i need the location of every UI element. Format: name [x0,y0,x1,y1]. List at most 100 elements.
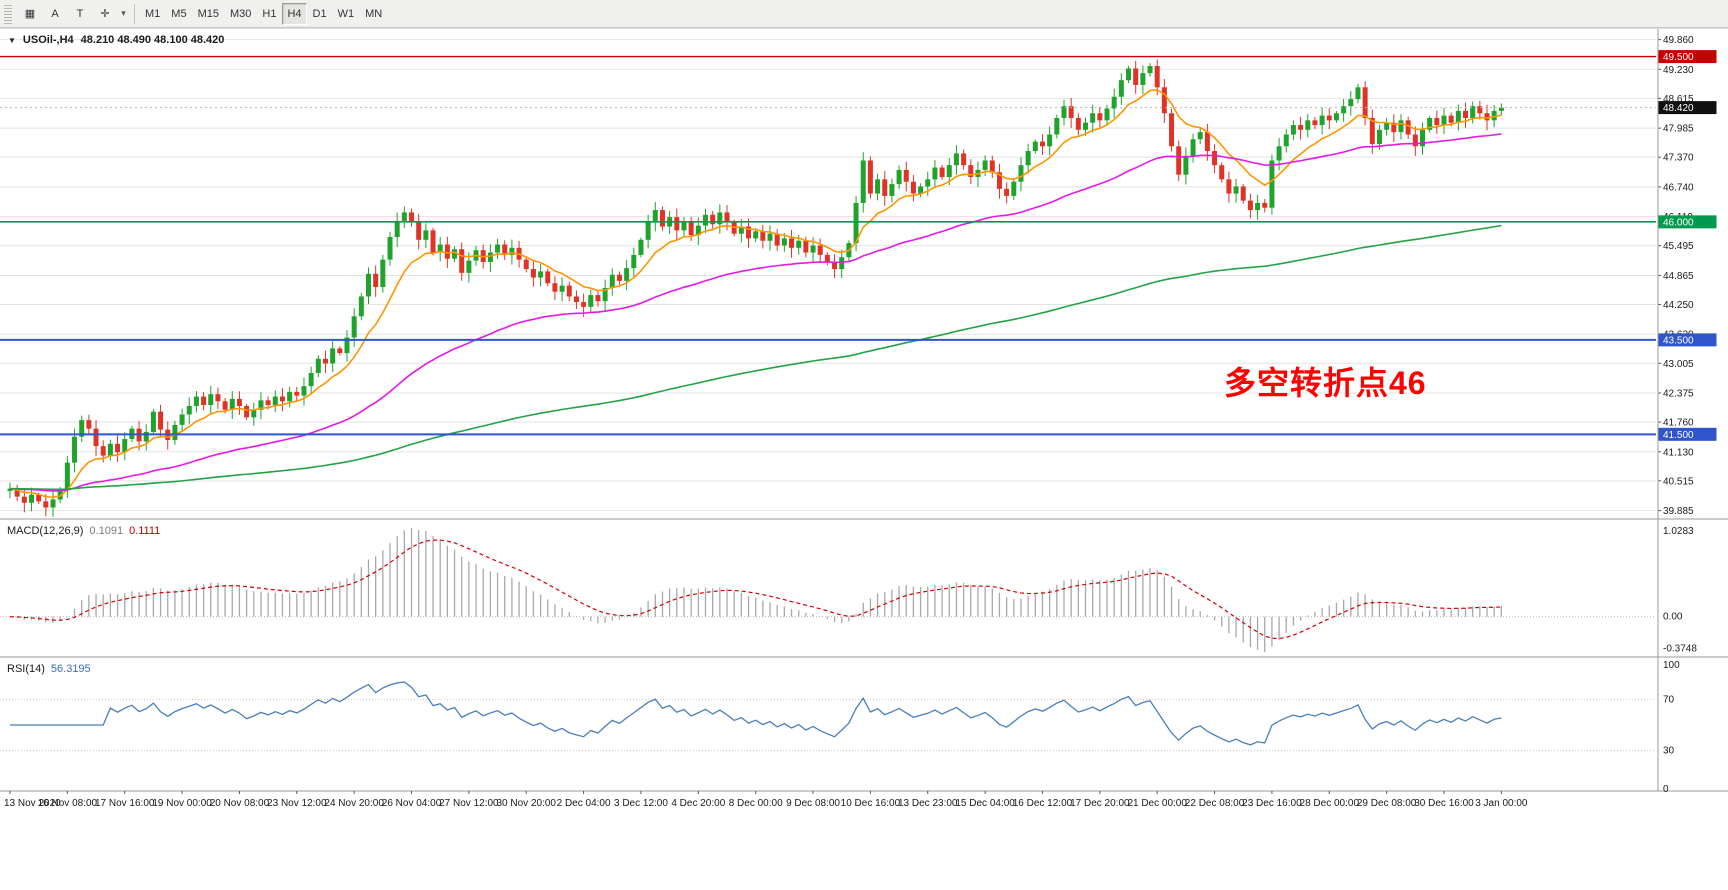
candle-body [150,411,156,432]
timeframe-button-h4[interactable]: H4 [282,2,307,25]
macd-indicator-name: MACD(12,26,9) [7,525,84,537]
candle-body [301,386,307,396]
time-axis-label: 22 Dec 08:00 [1185,798,1245,809]
timeframe-button-m30[interactable]: M30 [225,3,256,25]
macd-axis-label: 1.0283 [1663,526,1694,537]
rsi-axis-label: 30 [1663,746,1675,757]
candle-body [1018,165,1024,182]
candle-body [29,494,35,503]
price-badge [1658,215,1717,229]
candle-body [1312,120,1318,126]
candle-body [344,337,350,354]
candle-body [631,254,637,269]
time-axis-label: 9 Dec 08:00 [786,798,840,809]
candle-body [652,210,658,222]
candle-body [14,488,20,497]
candle-body [423,230,429,240]
time-axis-label: 3 Dec 12:00 [614,798,668,809]
candle-body [1427,117,1433,130]
candle-body [1276,146,1282,161]
rsi-axis-label: 0 [1663,784,1669,795]
timeframe-button-m1[interactable]: M1 [140,3,165,25]
candle-body [1326,115,1332,121]
candle-body [1226,179,1232,194]
candle-body [1133,68,1139,85]
candle-body [401,212,407,221]
candle-body [688,221,694,236]
candle-body [552,283,558,292]
candle-body [1455,110,1461,123]
chart-area[interactable]: 49.86049.23048.61547.98547.37046.74046.1… [0,28,1728,812]
candle-body [1126,68,1132,81]
candle-body [896,169,902,185]
candle-body [932,167,938,180]
candle-body [409,212,415,222]
rsi-axis-label: 100 [1663,660,1680,671]
chart-canvas[interactable]: 49.86049.23048.61547.98547.37046.74046.1… [0,29,1728,813]
candle-body [860,160,866,203]
candle-body [265,400,271,406]
ma-line-10 [9,89,1502,499]
candle-body [208,394,214,406]
candle-body [1054,117,1060,135]
candle-body [1441,115,1447,126]
macd-signal-value: 0.1111 [129,525,161,537]
moving-averages [9,89,1502,499]
time-axis-label: 19 Nov 00:00 [152,798,212,809]
candle-body [215,394,221,402]
candle-body [1011,181,1017,196]
candle-body [1362,87,1368,118]
annotate-a-button[interactable]: A [43,3,67,25]
time-axis-label: 23 Dec 16:00 [1242,798,1302,809]
candle-body [1140,73,1146,85]
toolbar-drag-handle[interactable] [4,3,12,24]
candle-body [50,499,56,508]
crosshair-tool-button[interactable]: ✛ [93,3,117,25]
chevron-down-icon[interactable]: ▾ [118,3,129,25]
candle-body [509,247,515,255]
timeframe-button-d1[interactable]: D1 [308,3,332,25]
candle-body [581,302,587,307]
candle-body [172,424,178,440]
price-badge-label: 46.000 [1663,217,1694,228]
candle-body [796,240,802,248]
candle-body [1032,141,1038,152]
candle-body [702,214,708,226]
candle-body [624,268,630,281]
candle-body [573,296,579,303]
timeframe-button-h1[interactable]: H1 [257,3,281,25]
candle-body [774,233,780,246]
timeframe-button-w1[interactable]: W1 [333,3,360,25]
candle-body [64,462,70,491]
text-tool-button[interactable]: T [68,3,92,25]
rsi-axis-label: 70 [1663,694,1675,705]
timeframe-button-m5[interactable]: M5 [166,3,191,25]
candle-body [1477,106,1483,114]
collapse-triangle-icon[interactable]: ▼ [8,35,16,45]
candle-body [1298,125,1304,130]
candle-body [839,257,845,270]
time-axis-label: 13 Nov 2020 [4,798,61,809]
chart-grid-icon[interactable]: ▦ [18,3,42,25]
time-axis-label: 24 Nov 20:00 [324,798,384,809]
candle-body [93,428,99,447]
candle-body [1384,122,1390,130]
candle-body [832,261,838,270]
candle-body [1412,134,1418,147]
timeframe-button-m15[interactable]: M15 [193,3,224,25]
candle-body [523,259,529,270]
macd-pane-title: MACD(12,26,9) 0.1091 0.1111 [7,525,160,537]
candle-body [695,225,701,236]
price-axis-label: 44.250 [1663,300,1694,311]
candle-body [459,249,465,273]
price-axis-label: 46.740 [1663,182,1694,193]
candle-body [1197,132,1203,140]
price-axis-label: 39.885 [1663,506,1694,517]
toolbar: ▦ A T ✛ ▾ M1 M5 M15 M30 H1 H4 D1 W1 MN [0,0,1728,28]
symbol-ohlc-label: ▼ USOil-,H4 48.210 48.490 48.100 48.420 [8,34,224,46]
ohlc-values: 48.210 48.490 48.100 48.420 [80,34,225,46]
timeframe-button-mn[interactable]: MN [360,3,387,25]
candle-body [201,396,207,406]
candle-body [789,238,795,248]
